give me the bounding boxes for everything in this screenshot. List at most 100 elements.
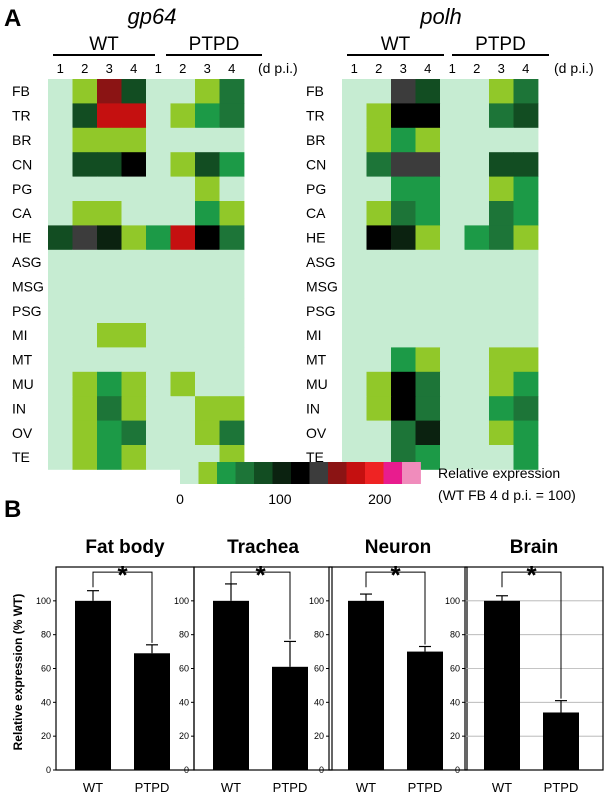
heatmap-cell	[366, 323, 392, 348]
heatmap-cell	[366, 103, 392, 129]
legend-swatch	[383, 462, 403, 484]
y-tick-label: 0	[455, 765, 460, 775]
color-legend: 0 100 200 Relative expression (WT FB 4 d p.i…	[176, 462, 576, 507]
heatmap-cell	[391, 152, 416, 177]
heatmap-cell	[146, 371, 171, 397]
heatmap-cell	[342, 103, 367, 129]
bar-chart-trachea: Trachea 0 20 40 60 80 100 WT PTPD *	[174, 537, 333, 795]
heatmap-cell	[72, 274, 98, 299]
y-tick-label: 80	[314, 630, 324, 640]
heatmap-cell	[489, 445, 514, 470]
day-label: 2	[81, 61, 88, 76]
day-label: 3	[498, 61, 505, 76]
y-tick-label: 100	[36, 596, 51, 606]
heatmap-cell	[97, 79, 122, 104]
heatmap-cell	[366, 201, 392, 226]
heatmap-cell	[146, 323, 171, 348]
heatmap-cell	[440, 152, 465, 177]
heatmap-cell	[48, 420, 73, 446]
day-unit-label: (d p.i.)	[258, 60, 298, 76]
heatmap-cell	[489, 323, 514, 348]
heatmap-cell	[366, 371, 392, 397]
heatmap-cell	[146, 274, 171, 299]
heatmap-cell	[195, 274, 220, 299]
heatmap-cell	[342, 396, 367, 421]
day-label: 3	[400, 61, 407, 76]
heatmap-cell	[513, 79, 539, 104]
heatmap-cell	[513, 127, 539, 153]
bar	[213, 600, 249, 770]
heatmap-cell	[146, 152, 171, 177]
heatmap-cell	[72, 323, 98, 348]
heatmap-cell	[72, 445, 98, 470]
heatmap-cell	[489, 420, 514, 446]
heatmap-cell	[440, 176, 465, 202]
heatmap-cell	[391, 347, 416, 373]
tissue-label: TE	[306, 449, 324, 465]
x-category-label: PTPD	[544, 780, 579, 795]
panel-b-label: B	[4, 496, 21, 523]
heatmap-cell	[195, 420, 220, 446]
heatmap-cell	[219, 298, 245, 324]
heatmap-cell	[489, 201, 514, 226]
day-label: 2	[179, 61, 186, 76]
heatmap-cell	[489, 298, 514, 324]
heatmap-cell	[72, 79, 98, 104]
heatmap-cell	[146, 103, 171, 129]
heatmap-cell	[391, 79, 416, 104]
heatmap-cell	[464, 323, 490, 348]
heatmap-cell	[219, 249, 245, 275]
heatmap-cell	[342, 152, 367, 177]
heatmap-cell	[489, 176, 514, 202]
heatmap-cell	[440, 347, 465, 373]
heatmap-cell	[464, 445, 490, 470]
day-label: 4	[130, 61, 137, 76]
heatmap-cell	[146, 225, 171, 251]
heatmap-cell	[489, 103, 514, 129]
heatmap-cell	[440, 298, 465, 324]
heatmap-cell	[415, 396, 441, 421]
heatmap-cell	[440, 201, 465, 226]
heatmap-cell	[72, 371, 98, 397]
bar-chart-title: Trachea	[227, 537, 299, 558]
tissue-label: TR	[12, 108, 31, 124]
heatmap-cell	[415, 323, 441, 348]
x-category-label: PTPD	[408, 780, 443, 795]
heatmap-cell	[219, 396, 245, 421]
bar-chart-neuron: Neuron 0 20 40 60 80 100 WT PTPD *	[309, 537, 468, 795]
y-tick-label: 100	[309, 596, 324, 606]
heatmap-cell	[121, 396, 147, 421]
heatmap-cell	[391, 249, 416, 275]
heatmap-cell	[440, 420, 465, 446]
heatmap-cell	[464, 298, 490, 324]
heatmap-cell	[513, 347, 539, 373]
heatmap-cell	[391, 420, 416, 446]
tissue-label: IN	[306, 400, 320, 416]
heatmap-cell	[342, 79, 367, 104]
heatmap-cell	[97, 445, 122, 470]
heatmap-cell	[121, 225, 147, 251]
heatmap-cell	[219, 323, 245, 348]
heatmap-cell	[464, 396, 490, 421]
heatmap-cell	[48, 152, 73, 177]
tissue-label: CA	[306, 205, 326, 221]
heatmap-cell	[48, 323, 73, 348]
heatmap-cell	[342, 225, 367, 251]
legend-subtitle: (WT FB 4 d p.i. = 100)	[438, 487, 576, 503]
heatmap-cell	[464, 420, 490, 446]
legend-swatch	[198, 462, 218, 484]
heatmap-cell	[170, 225, 196, 251]
heatmap-cell	[121, 420, 147, 446]
day-label: 4	[228, 61, 235, 76]
tissue-label: MI	[306, 327, 322, 343]
heatmap-cell	[97, 225, 122, 251]
heatmap-cell	[195, 79, 220, 104]
y-tick-label: 80	[179, 630, 189, 640]
legend-swatch	[180, 462, 199, 484]
bar-chart-brain: Brain 0 20 40 60 80 100 WT PTPD *	[445, 537, 604, 795]
y-tick-label: 100	[445, 596, 460, 606]
heatmap-cell	[440, 249, 465, 275]
heatmap-cell	[513, 225, 539, 251]
heatmap-cell	[146, 420, 171, 446]
heatmap-cell	[219, 152, 245, 177]
